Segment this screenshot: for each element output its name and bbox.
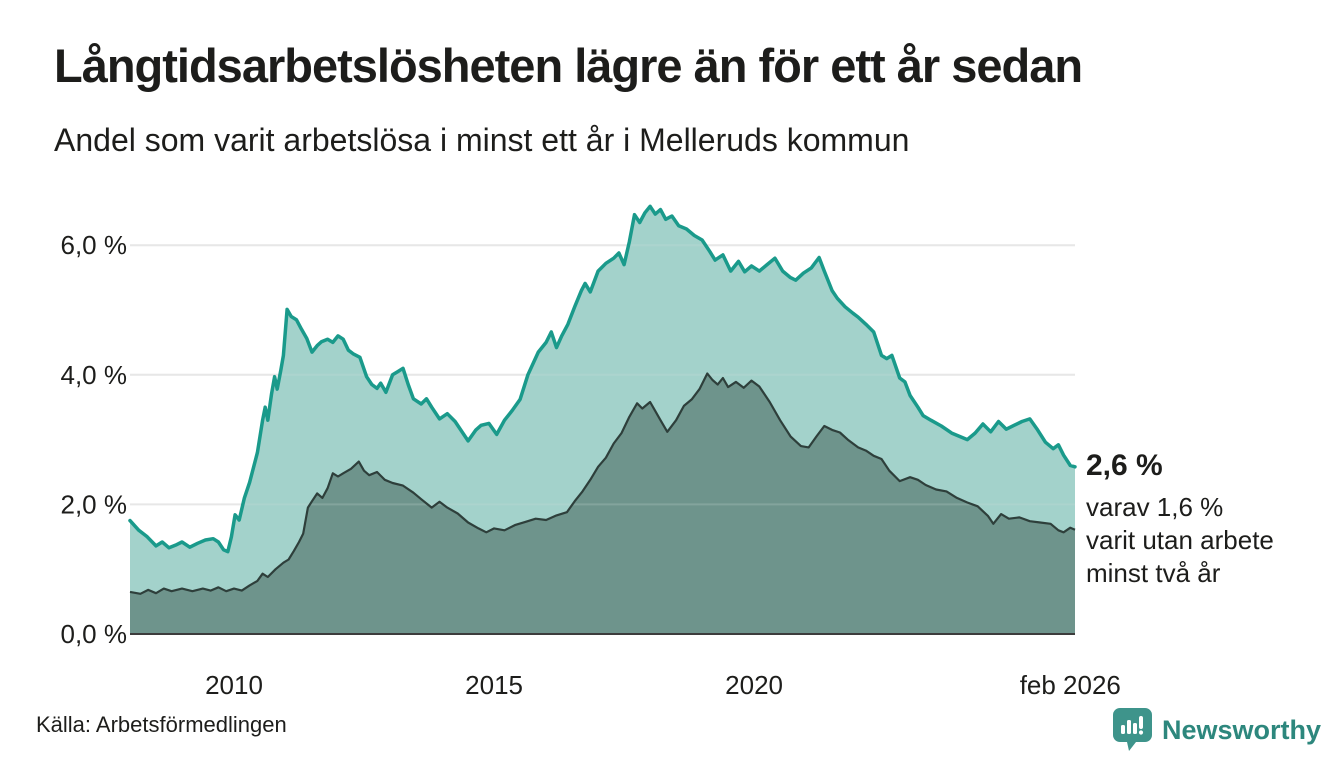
line-minst-ett-ar [128,204,1077,554]
source-note: Källa: Arbetsförmedlingen [36,712,287,737]
y-tick-label: 2,0 % [61,489,128,519]
x-tick-label: 2015 [465,670,523,700]
x-tick-label: 2010 [205,670,263,700]
y-tick-label: 0,0 % [61,619,128,649]
newsworthy-chart-bubble-icon [1113,708,1152,751]
y-tick-label: 4,0 % [61,360,128,390]
line-minst-tva-ar [129,372,1076,595]
latest-value-annotation: 2,6 % varav 1,6 % varit utan arbete mins… [1086,449,1274,590]
area-minst-tva-ar [130,373,1075,634]
newsworthy-logo[interactable]: Newsworthy [1112,706,1321,754]
page-title: Långtidsarbetslösheten lägre än för ett … [54,39,1083,92]
annotation-detail-line: minst två år [1086,558,1221,588]
annotation-detail-line: varit utan arbete [1086,525,1274,555]
x-tick-label: feb 2026 [1020,670,1121,700]
annotation-detail-line: varav 1,6 % [1086,492,1224,522]
page-subtitle: Andel som varit arbetslösa i minst ett å… [54,122,910,158]
y-tick-label: 6,0 % [61,230,128,260]
x-tick-label: 2020 [725,670,783,700]
latest-total-value: 2,6 % [1086,449,1163,482]
newsworthy-wordmark: Newsworthy [1162,714,1322,745]
